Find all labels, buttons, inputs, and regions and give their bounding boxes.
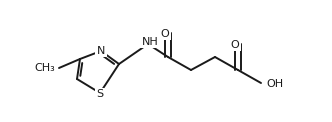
Text: OH: OH bbox=[266, 79, 283, 89]
Text: S: S bbox=[96, 89, 104, 99]
Text: CH₃: CH₃ bbox=[34, 63, 55, 73]
Text: O: O bbox=[231, 40, 239, 50]
Text: N: N bbox=[97, 46, 105, 56]
Text: O: O bbox=[161, 29, 169, 39]
Text: NH: NH bbox=[142, 37, 158, 47]
